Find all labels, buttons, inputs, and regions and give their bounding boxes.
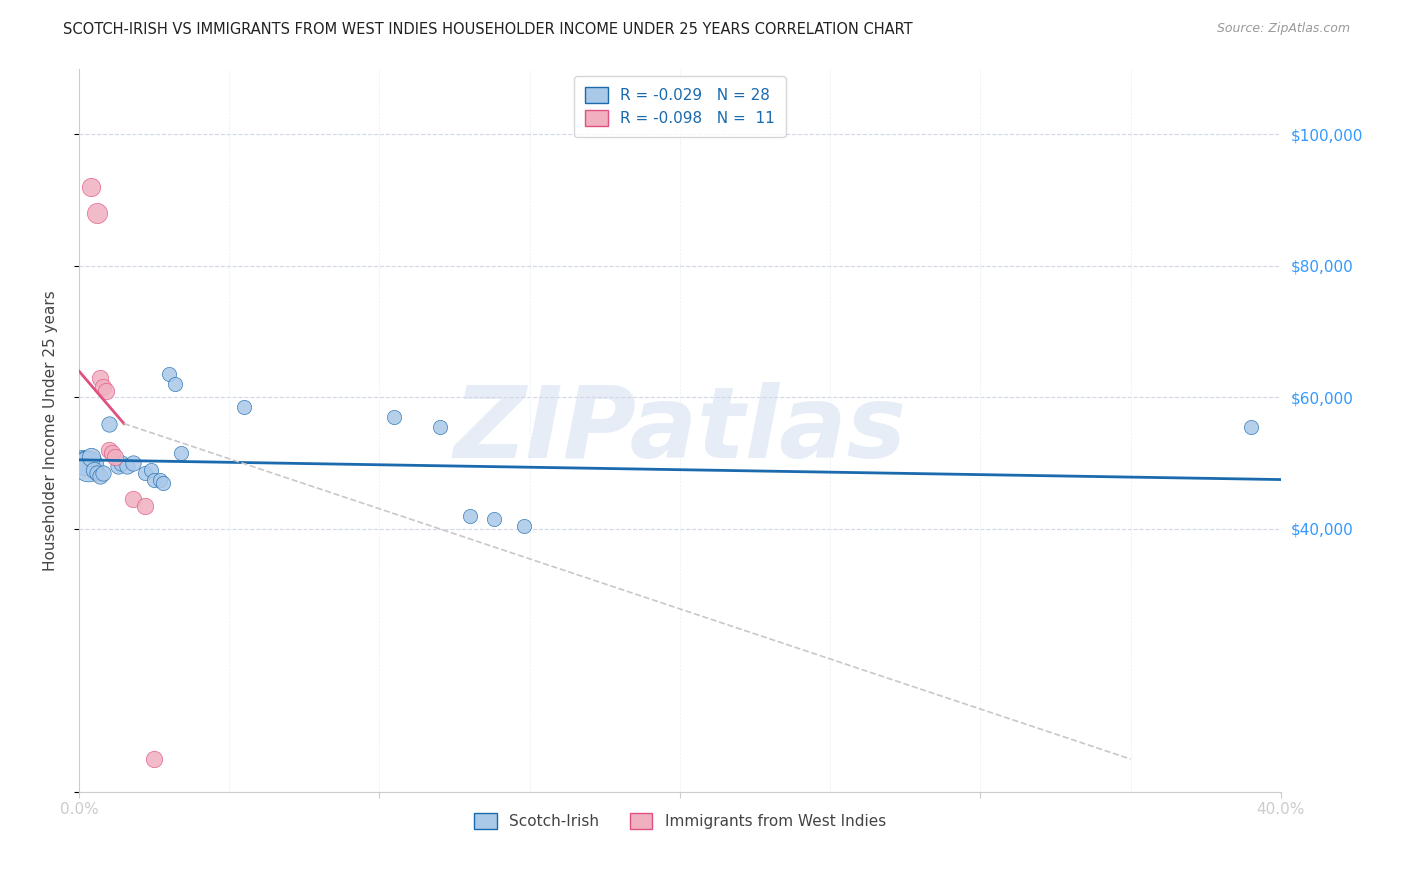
Point (73, 456, 96, 470)
Point (143, 752, 166, 766)
Point (89, 469, 111, 483)
Point (512, 518, 534, 533)
Text: ZIPatlas: ZIPatlas (453, 382, 907, 479)
Point (86, 466, 108, 480)
Point (98, 417, 121, 431)
Point (86, 206, 108, 220)
Point (429, 420, 451, 434)
Point (134, 466, 156, 480)
Point (122, 456, 145, 470)
Point (149, 473, 172, 487)
Point (122, 492, 145, 507)
Y-axis label: Householder Income Under 25 years: Householder Income Under 25 years (44, 290, 58, 571)
Point (458, 508, 481, 523)
Point (115, 459, 138, 474)
Legend: Scotch-Irish, Immigrants from West Indies: Scotch-Irish, Immigrants from West Indie… (468, 806, 891, 835)
Point (1240, 420, 1263, 434)
Point (107, 459, 129, 474)
Point (152, 475, 174, 490)
Point (233, 401, 256, 415)
Point (70, 453, 93, 467)
Text: SCOTCH-IRISH VS IMMIGRANTS FROM WEST INDIES HOUSEHOLDER INCOME UNDER 25 YEARS CO: SCOTCH-IRISH VS IMMIGRANTS FROM WEST IND… (63, 22, 912, 37)
Point (134, 499, 156, 513)
Point (139, 463, 162, 477)
Point (91, 466, 114, 480)
Point (98, 442, 121, 457)
Point (110, 456, 132, 470)
Text: Source: ZipAtlas.com: Source: ZipAtlas.com (1216, 22, 1350, 36)
Point (91, 380, 114, 394)
Point (80, 450, 103, 464)
Point (157, 368, 180, 382)
Point (384, 410, 406, 425)
Point (77, 459, 100, 474)
Point (83, 463, 105, 477)
Point (165, 377, 187, 392)
Point (94, 384, 117, 398)
Point (89, 370, 111, 384)
Point (482, 512, 505, 526)
Point (104, 450, 127, 464)
Point (101, 446, 124, 460)
Point (80, 180, 103, 194)
Point (143, 473, 166, 487)
Point (170, 446, 193, 460)
